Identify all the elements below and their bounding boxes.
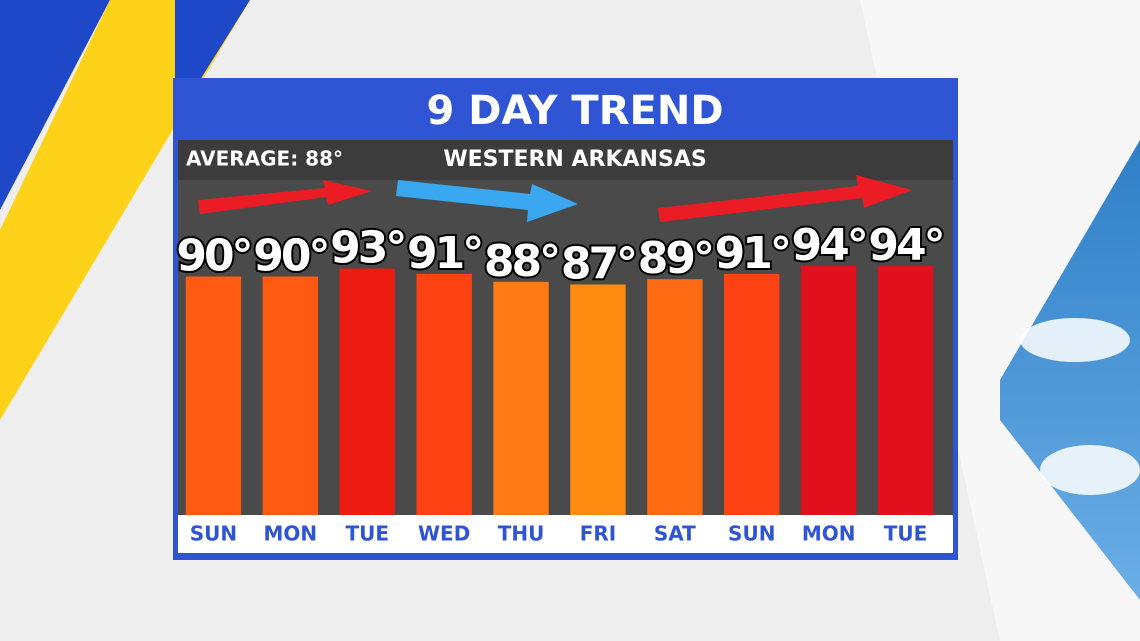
x-tick-label: MON bbox=[802, 522, 856, 546]
bar bbox=[262, 276, 319, 515]
value-label: 87° bbox=[561, 238, 635, 289]
trend-arrow bbox=[396, 180, 578, 222]
left-stripe bbox=[0, 0, 110, 210]
x-tick-label: WED bbox=[418, 522, 470, 546]
bar bbox=[800, 265, 857, 515]
x-tick-label: TUE bbox=[345, 522, 389, 546]
value-label: 90° bbox=[176, 231, 250, 282]
bar bbox=[570, 284, 626, 515]
value-label: 93° bbox=[330, 223, 404, 274]
chart-title: 9 DAY TREND bbox=[426, 88, 723, 134]
bar bbox=[416, 273, 472, 515]
value-label: 94° bbox=[868, 220, 942, 271]
x-tick-label: FRI bbox=[580, 522, 617, 546]
x-tick-label: TUE bbox=[884, 522, 928, 546]
chart-subtitle: WESTERN ARKANSAS bbox=[443, 147, 706, 172]
value-label: 91° bbox=[715, 228, 789, 279]
value-label: 89° bbox=[638, 233, 712, 284]
value-label: 88° bbox=[484, 236, 558, 287]
bar bbox=[493, 281, 549, 515]
average-label: AVERAGE: 88° bbox=[186, 147, 343, 171]
value-label: 94° bbox=[792, 220, 866, 271]
x-tick-label: THU bbox=[498, 522, 545, 546]
bar bbox=[877, 265, 934, 515]
bar bbox=[647, 279, 703, 515]
cloud bbox=[1040, 445, 1140, 495]
trend-arrow bbox=[198, 180, 372, 214]
x-tick-label: SUN bbox=[190, 522, 237, 546]
category-strip bbox=[178, 515, 953, 553]
value-label: 91° bbox=[407, 228, 481, 279]
x-tick-label: SUN bbox=[728, 522, 775, 546]
x-tick-label: SAT bbox=[654, 522, 696, 546]
bar bbox=[185, 276, 242, 515]
x-tick-label: MON bbox=[264, 522, 318, 546]
trend-arrow bbox=[658, 175, 912, 222]
subtitle-bar bbox=[178, 140, 953, 180]
title-bar bbox=[178, 82, 953, 140]
value-label: 90° bbox=[253, 231, 327, 282]
cloud bbox=[1020, 318, 1130, 362]
bar bbox=[339, 268, 395, 515]
bar bbox=[724, 273, 780, 515]
